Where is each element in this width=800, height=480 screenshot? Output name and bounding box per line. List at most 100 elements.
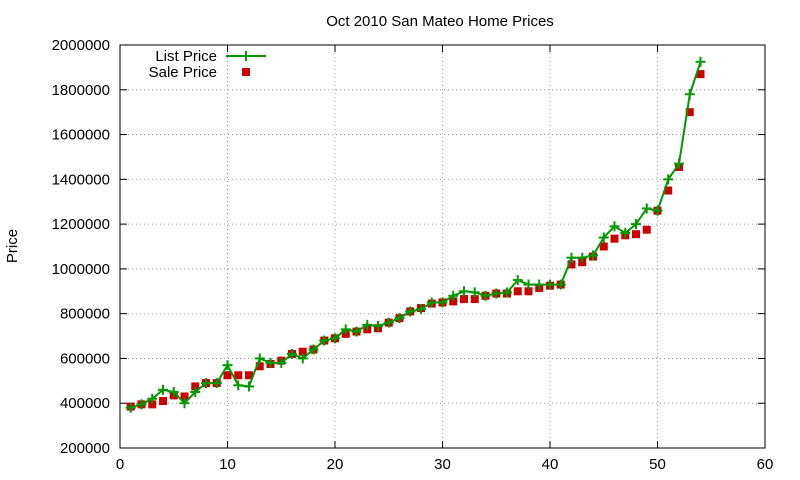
list-price-point xyxy=(620,228,631,239)
list-price-point xyxy=(330,333,340,344)
sale-price-point xyxy=(255,362,264,371)
list-price-point xyxy=(373,320,383,331)
list-price-point xyxy=(297,353,308,364)
sale-price-point xyxy=(610,234,619,243)
list-price-point xyxy=(158,384,168,395)
y-axis-tick-labels: 200000 400000 600000 800000 1000000 1200000 14… xyxy=(52,37,110,457)
sale-price-point xyxy=(245,371,253,380)
list-price-point xyxy=(674,158,684,169)
y-tick-label: 1000000 xyxy=(52,261,110,278)
list-price-point xyxy=(222,360,233,371)
list-price-point xyxy=(362,319,373,330)
sale-price-point xyxy=(234,371,243,380)
list-price-point xyxy=(201,378,211,389)
list-price-point xyxy=(663,174,674,185)
sale-price-point xyxy=(524,287,533,296)
x-tick-label: 10 xyxy=(219,456,236,473)
sale-price-point xyxy=(159,396,167,405)
x-tick-label: 40 xyxy=(542,456,559,473)
list-price-point xyxy=(555,279,566,290)
list-price-point xyxy=(244,381,254,392)
x-tick-label: 0 xyxy=(116,456,124,473)
list-price-point xyxy=(416,304,426,315)
list-price-point xyxy=(179,398,190,409)
chart-title: Oct 2010 San Mateo Home Prices xyxy=(326,13,554,30)
list-price-point xyxy=(405,306,416,317)
y-tick-label: 1400000 xyxy=(52,171,110,188)
list-price-point xyxy=(534,279,545,290)
series xyxy=(125,56,706,413)
list-price-point xyxy=(652,205,663,216)
y-tick-label: 1200000 xyxy=(52,216,110,233)
sale-price-point xyxy=(632,230,640,239)
list-price-point xyxy=(631,219,641,230)
legend: List Price Sale Price xyxy=(149,48,266,81)
y-tick-label: 200000 xyxy=(60,440,110,457)
axis-ticks xyxy=(119,44,766,449)
sale-price-point xyxy=(180,392,189,401)
sale-price-point xyxy=(513,287,522,296)
list-price-point xyxy=(598,232,609,243)
sale-price-point xyxy=(298,347,307,356)
list-price-point xyxy=(319,335,330,346)
list-price-point xyxy=(577,252,588,263)
list-price-point xyxy=(147,393,158,404)
y-tick-label: 400000 xyxy=(60,395,110,412)
list-price-point xyxy=(340,324,351,335)
list-price-point xyxy=(480,290,491,301)
y-tick-label: 600000 xyxy=(60,350,110,367)
list-price-point xyxy=(254,353,265,364)
sale-price-point xyxy=(449,297,458,306)
legend-label-sale-price: Sale Price xyxy=(149,64,217,81)
list-price-point xyxy=(502,287,512,298)
sale-price-point xyxy=(685,108,694,117)
legend-marker-list-price xyxy=(241,51,251,61)
list-price-point xyxy=(695,56,706,67)
x-tick-label: 30 xyxy=(434,456,451,473)
list-price-point xyxy=(491,288,502,299)
list-price-point xyxy=(545,279,555,290)
sale-price-point xyxy=(567,260,576,269)
list-price-point xyxy=(437,297,448,308)
list-price-point xyxy=(512,275,523,286)
y-tick-label: 1800000 xyxy=(52,82,110,99)
list-price-point xyxy=(459,286,469,297)
list-price-point xyxy=(233,380,244,391)
list-price-series xyxy=(125,56,706,413)
list-price-point xyxy=(566,252,577,263)
list-price-point xyxy=(168,387,179,398)
sale-price-point xyxy=(470,295,479,304)
list-price-point xyxy=(276,357,287,368)
list-price-point xyxy=(351,326,362,337)
list-price-point xyxy=(211,378,222,389)
list-price-point xyxy=(469,287,480,298)
sale-price-point xyxy=(223,371,232,380)
sale-price-point xyxy=(599,242,608,251)
list-price-point xyxy=(287,348,297,359)
list-price-point xyxy=(265,357,276,368)
sale-price-point xyxy=(696,70,705,79)
legend-label-list-price: List Price xyxy=(155,48,217,65)
sale-price-point xyxy=(642,225,651,234)
list-price-point xyxy=(426,297,437,308)
x-axis-tick-labels: 0 10 20 30 40 50 60 xyxy=(116,456,774,473)
list-price-point xyxy=(394,313,405,324)
y-tick-label: 2000000 xyxy=(52,37,110,54)
y-tick-label: 1600000 xyxy=(52,127,110,144)
list-price-point xyxy=(136,399,147,410)
list-price-point xyxy=(641,203,652,214)
x-tick-label: 60 xyxy=(757,456,774,473)
list-price-point xyxy=(448,290,459,301)
y-axis-label: Price xyxy=(4,229,21,263)
x-tick-label: 50 xyxy=(649,456,666,473)
y-tick-label: 800000 xyxy=(60,306,110,323)
legend-marker-sale-price xyxy=(242,68,250,76)
list-price-point xyxy=(523,279,534,290)
sale-price-point xyxy=(664,186,673,195)
list-price-point xyxy=(190,387,201,398)
sale-price-point xyxy=(191,382,200,391)
sale-price-point xyxy=(148,400,157,409)
list-price-point xyxy=(308,344,319,355)
